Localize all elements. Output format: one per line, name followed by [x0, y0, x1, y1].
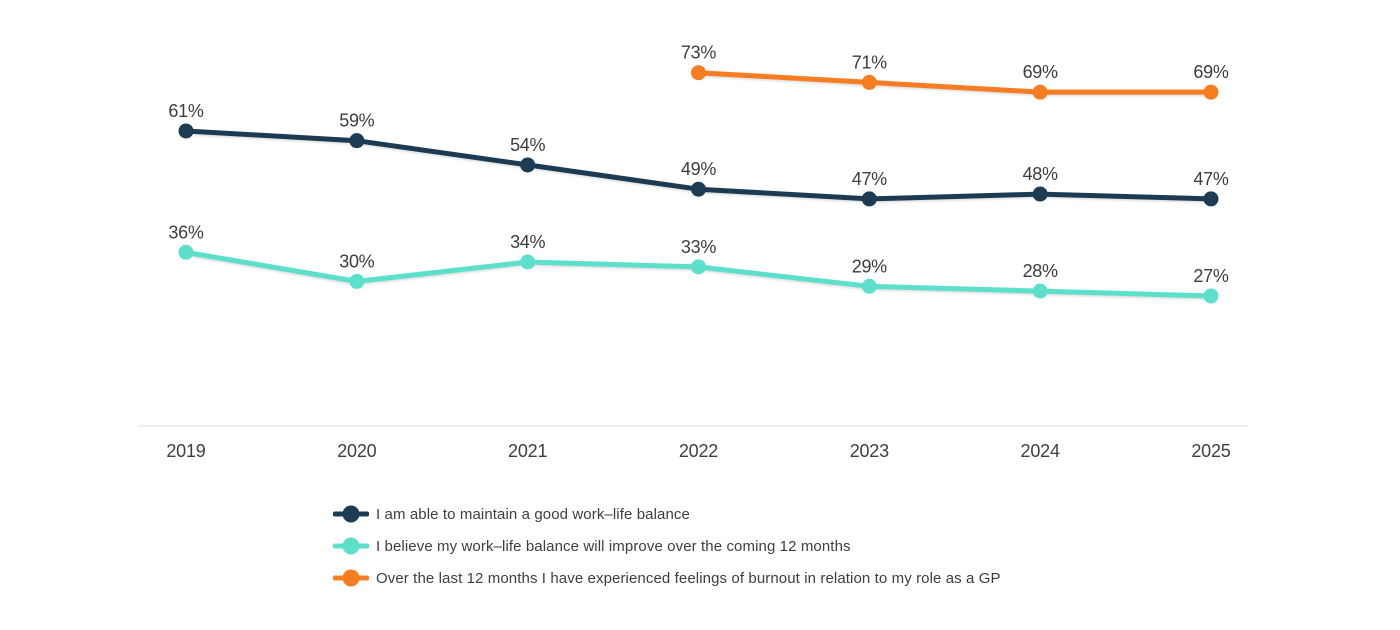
data-point-label: 27% [1193, 266, 1228, 286]
data-point [1203, 191, 1219, 207]
data-point [1032, 84, 1048, 100]
data-point [520, 157, 536, 173]
data-point-label: 71% [852, 52, 887, 72]
data-point-label: 36% [168, 222, 203, 242]
data-point-label: 47% [1193, 169, 1228, 189]
x-axis-tick-label: 2022 [679, 441, 718, 461]
data-point-label: 61% [168, 101, 203, 121]
legend-label: I believe my work–life balance will impr… [376, 537, 851, 555]
legend-marker-icon [333, 569, 369, 587]
data-point [861, 191, 877, 207]
data-point-label: 73% [681, 43, 716, 63]
legend-marker-icon [333, 505, 369, 523]
x-axis-tick-label: 2020 [337, 441, 376, 461]
line-chart: 2019 2020 2021 2022 2023 2024 2025 61% 59% 54% 49%… [138, 43, 1248, 461]
data-point [349, 273, 365, 289]
legend-label: Over the last 12 months I have experienc… [376, 569, 1001, 587]
data-point [690, 259, 706, 275]
x-axis-tick-label: 2021 [508, 441, 547, 461]
data-point-label: 29% [852, 256, 887, 276]
data-point-label: 30% [339, 251, 374, 271]
data-point-label: 34% [510, 232, 545, 252]
legend: I am able to maintain a good work–life b… [333, 498, 1001, 594]
legend-item: I am able to maintain a good work–life b… [333, 498, 1001, 530]
series-group [178, 244, 1219, 304]
series-line [696, 70, 1214, 95]
data-point [1203, 288, 1219, 304]
data-point [520, 254, 536, 270]
data-point-label: 48% [1023, 164, 1058, 184]
data-point [1032, 283, 1048, 299]
series-group [690, 65, 1219, 100]
data-point [178, 123, 194, 139]
legend-marker-icon [333, 537, 369, 555]
data-point-label: 33% [681, 237, 716, 257]
data-point-label: 69% [1193, 62, 1228, 82]
legend-item: I believe my work–life balance will impr… [333, 530, 1001, 562]
data-point [1203, 84, 1219, 100]
legend-item: Over the last 12 months I have experienc… [333, 562, 1001, 594]
x-axis-tick-label: 2019 [166, 441, 205, 461]
data-point-label: 69% [1023, 62, 1058, 82]
series-group [178, 123, 1219, 207]
x-axis-tick-label: 2025 [1191, 441, 1230, 461]
data-point [349, 133, 365, 149]
legend-label: I am able to maintain a good work–life b… [376, 505, 690, 523]
data-point-label: 59% [339, 111, 374, 131]
data-point [690, 65, 706, 81]
x-axis-tick-label: 2023 [850, 441, 889, 461]
data-point-label: 47% [852, 169, 887, 189]
data-point-label: 28% [1023, 261, 1058, 281]
data-point [690, 181, 706, 197]
data-point [1032, 186, 1048, 202]
data-point [861, 278, 877, 294]
data-point-label: 54% [510, 135, 545, 155]
x-axis-tick-label: 2024 [1021, 441, 1060, 461]
data-point [861, 74, 877, 90]
data-point [178, 244, 194, 260]
data-point-label: 49% [681, 159, 716, 179]
